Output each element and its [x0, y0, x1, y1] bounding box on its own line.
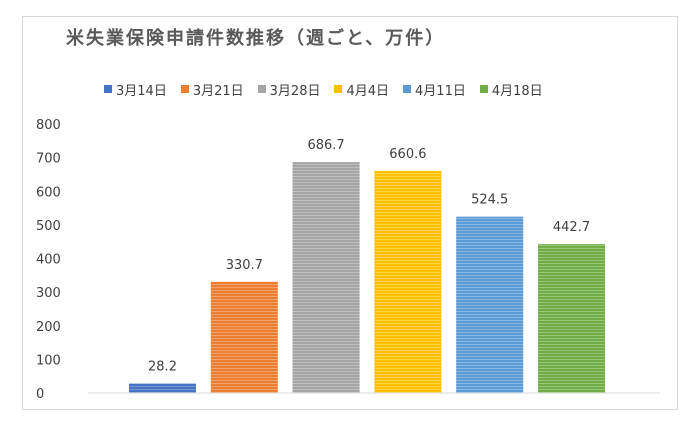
legend-item: 4月18日: [479, 80, 543, 99]
data-label: 330.7: [226, 258, 263, 273]
legend-item: 3月21日: [180, 80, 244, 99]
y-tick-label: 400: [36, 253, 61, 268]
legend-item: 3月14日: [104, 80, 167, 99]
legend: 3月14日 3月21日 3月28日 4月4日 4月11日 4月18日: [104, 80, 557, 99]
data-labels: 28.2 330.7 686.7 660.6 524.5 442.7: [148, 138, 590, 374]
legend-label: 3月28日: [269, 83, 321, 99]
y-tick-label: 0: [36, 387, 44, 402]
legend-swatch: [104, 85, 112, 93]
legend-label: 4月11日: [415, 83, 466, 99]
data-label: 660.6: [389, 147, 426, 162]
legend-label: 3月14日: [116, 83, 167, 99]
y-tick-label: 800: [36, 118, 61, 133]
bar-texture: [538, 244, 605, 393]
legend-label: 4月18日: [491, 83, 543, 99]
data-label: 442.7: [553, 220, 590, 235]
data-label: 524.5: [471, 193, 508, 208]
bars: [129, 162, 605, 393]
legend-label: 4月4日: [346, 83, 390, 99]
chart-title: 米失業保険申請件数推移（週ごと、万件）: [66, 28, 446, 49]
y-tick-label: 100: [36, 353, 61, 368]
legend-label: 3月21日: [192, 83, 244, 99]
y-tick-label: 500: [36, 219, 61, 234]
data-label: 28.2: [148, 360, 177, 375]
bar-texture: [374, 170, 442, 393]
y-tick-label: 200: [36, 320, 61, 335]
y-axis: 0 100 200 300 400 500 600 700 800: [36, 118, 61, 402]
y-tick-label: 300: [36, 286, 61, 301]
bar-texture: [210, 281, 278, 393]
y-tick-label: 600: [36, 185, 61, 200]
legend-swatch: [180, 85, 189, 93]
legend-item: 4月11日: [403, 80, 466, 99]
bar-texture: [129, 383, 196, 393]
bar-texture: [456, 216, 524, 393]
legend-item: 4月4日: [334, 80, 389, 99]
legend-swatch: [334, 85, 343, 93]
bar-texture: [292, 162, 360, 393]
data-label: 686.7: [307, 138, 344, 153]
legend-item: 3月28日: [257, 80, 321, 99]
y-tick-label: 700: [36, 152, 61, 167]
legend-swatch: [403, 85, 412, 93]
legend-swatch: [257, 85, 266, 93]
legend-swatch: [479, 85, 488, 93]
